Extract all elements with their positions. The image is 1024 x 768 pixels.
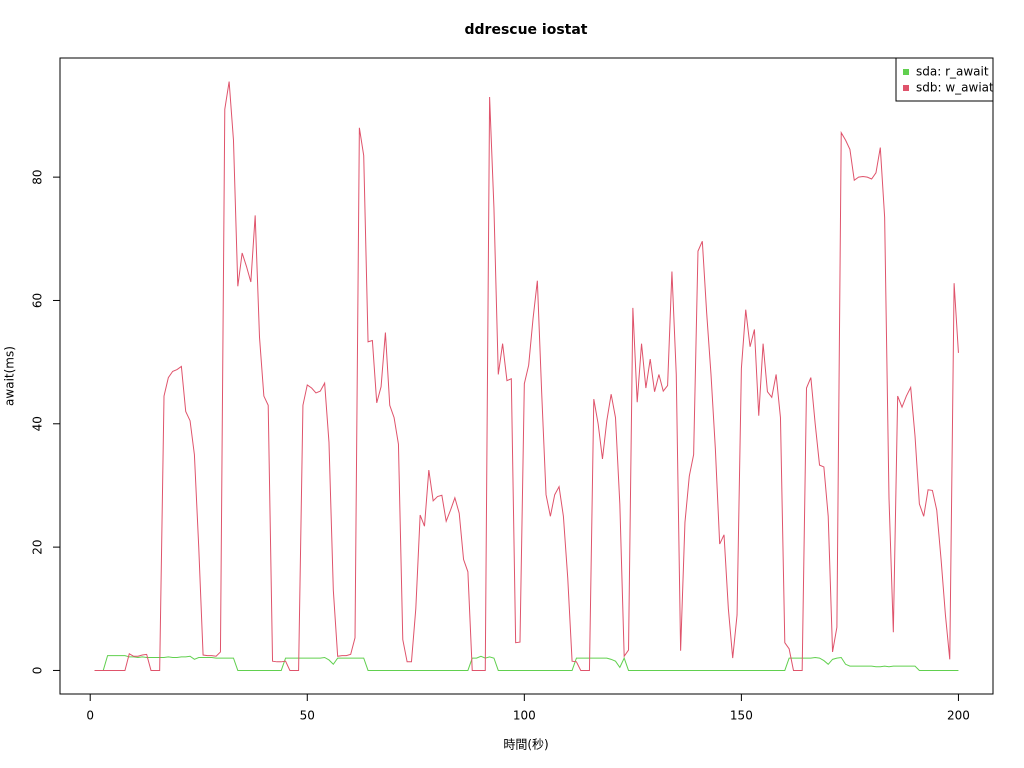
y-tick-label: 80: [31, 169, 45, 184]
series-line: [94, 655, 959, 671]
y-axis-label: await(ms): [3, 346, 17, 406]
y-tick-label: 20: [31, 539, 45, 554]
legend-swatch: [903, 85, 909, 91]
y-tick-label: 0: [31, 667, 45, 675]
x-tick-label: 150: [730, 709, 753, 723]
legend-swatch: [903, 69, 909, 75]
x-tick-label: 200: [947, 709, 970, 723]
series-line: [94, 81, 959, 671]
y-tick-label: 40: [31, 416, 45, 431]
x-tick-label: 100: [513, 709, 536, 723]
legend-label: sda: r_await: [916, 65, 989, 79]
x-tick-label: 0: [86, 709, 94, 723]
x-tick-label: 50: [300, 709, 315, 723]
x-axis-label: 時間(秒): [503, 738, 548, 752]
legend-label: sdb: w_awiat: [916, 81, 994, 95]
chart-title: ddrescue iostat: [465, 22, 588, 38]
y-tick-label: 60: [31, 293, 45, 308]
legend-box: [895, 57, 994, 102]
